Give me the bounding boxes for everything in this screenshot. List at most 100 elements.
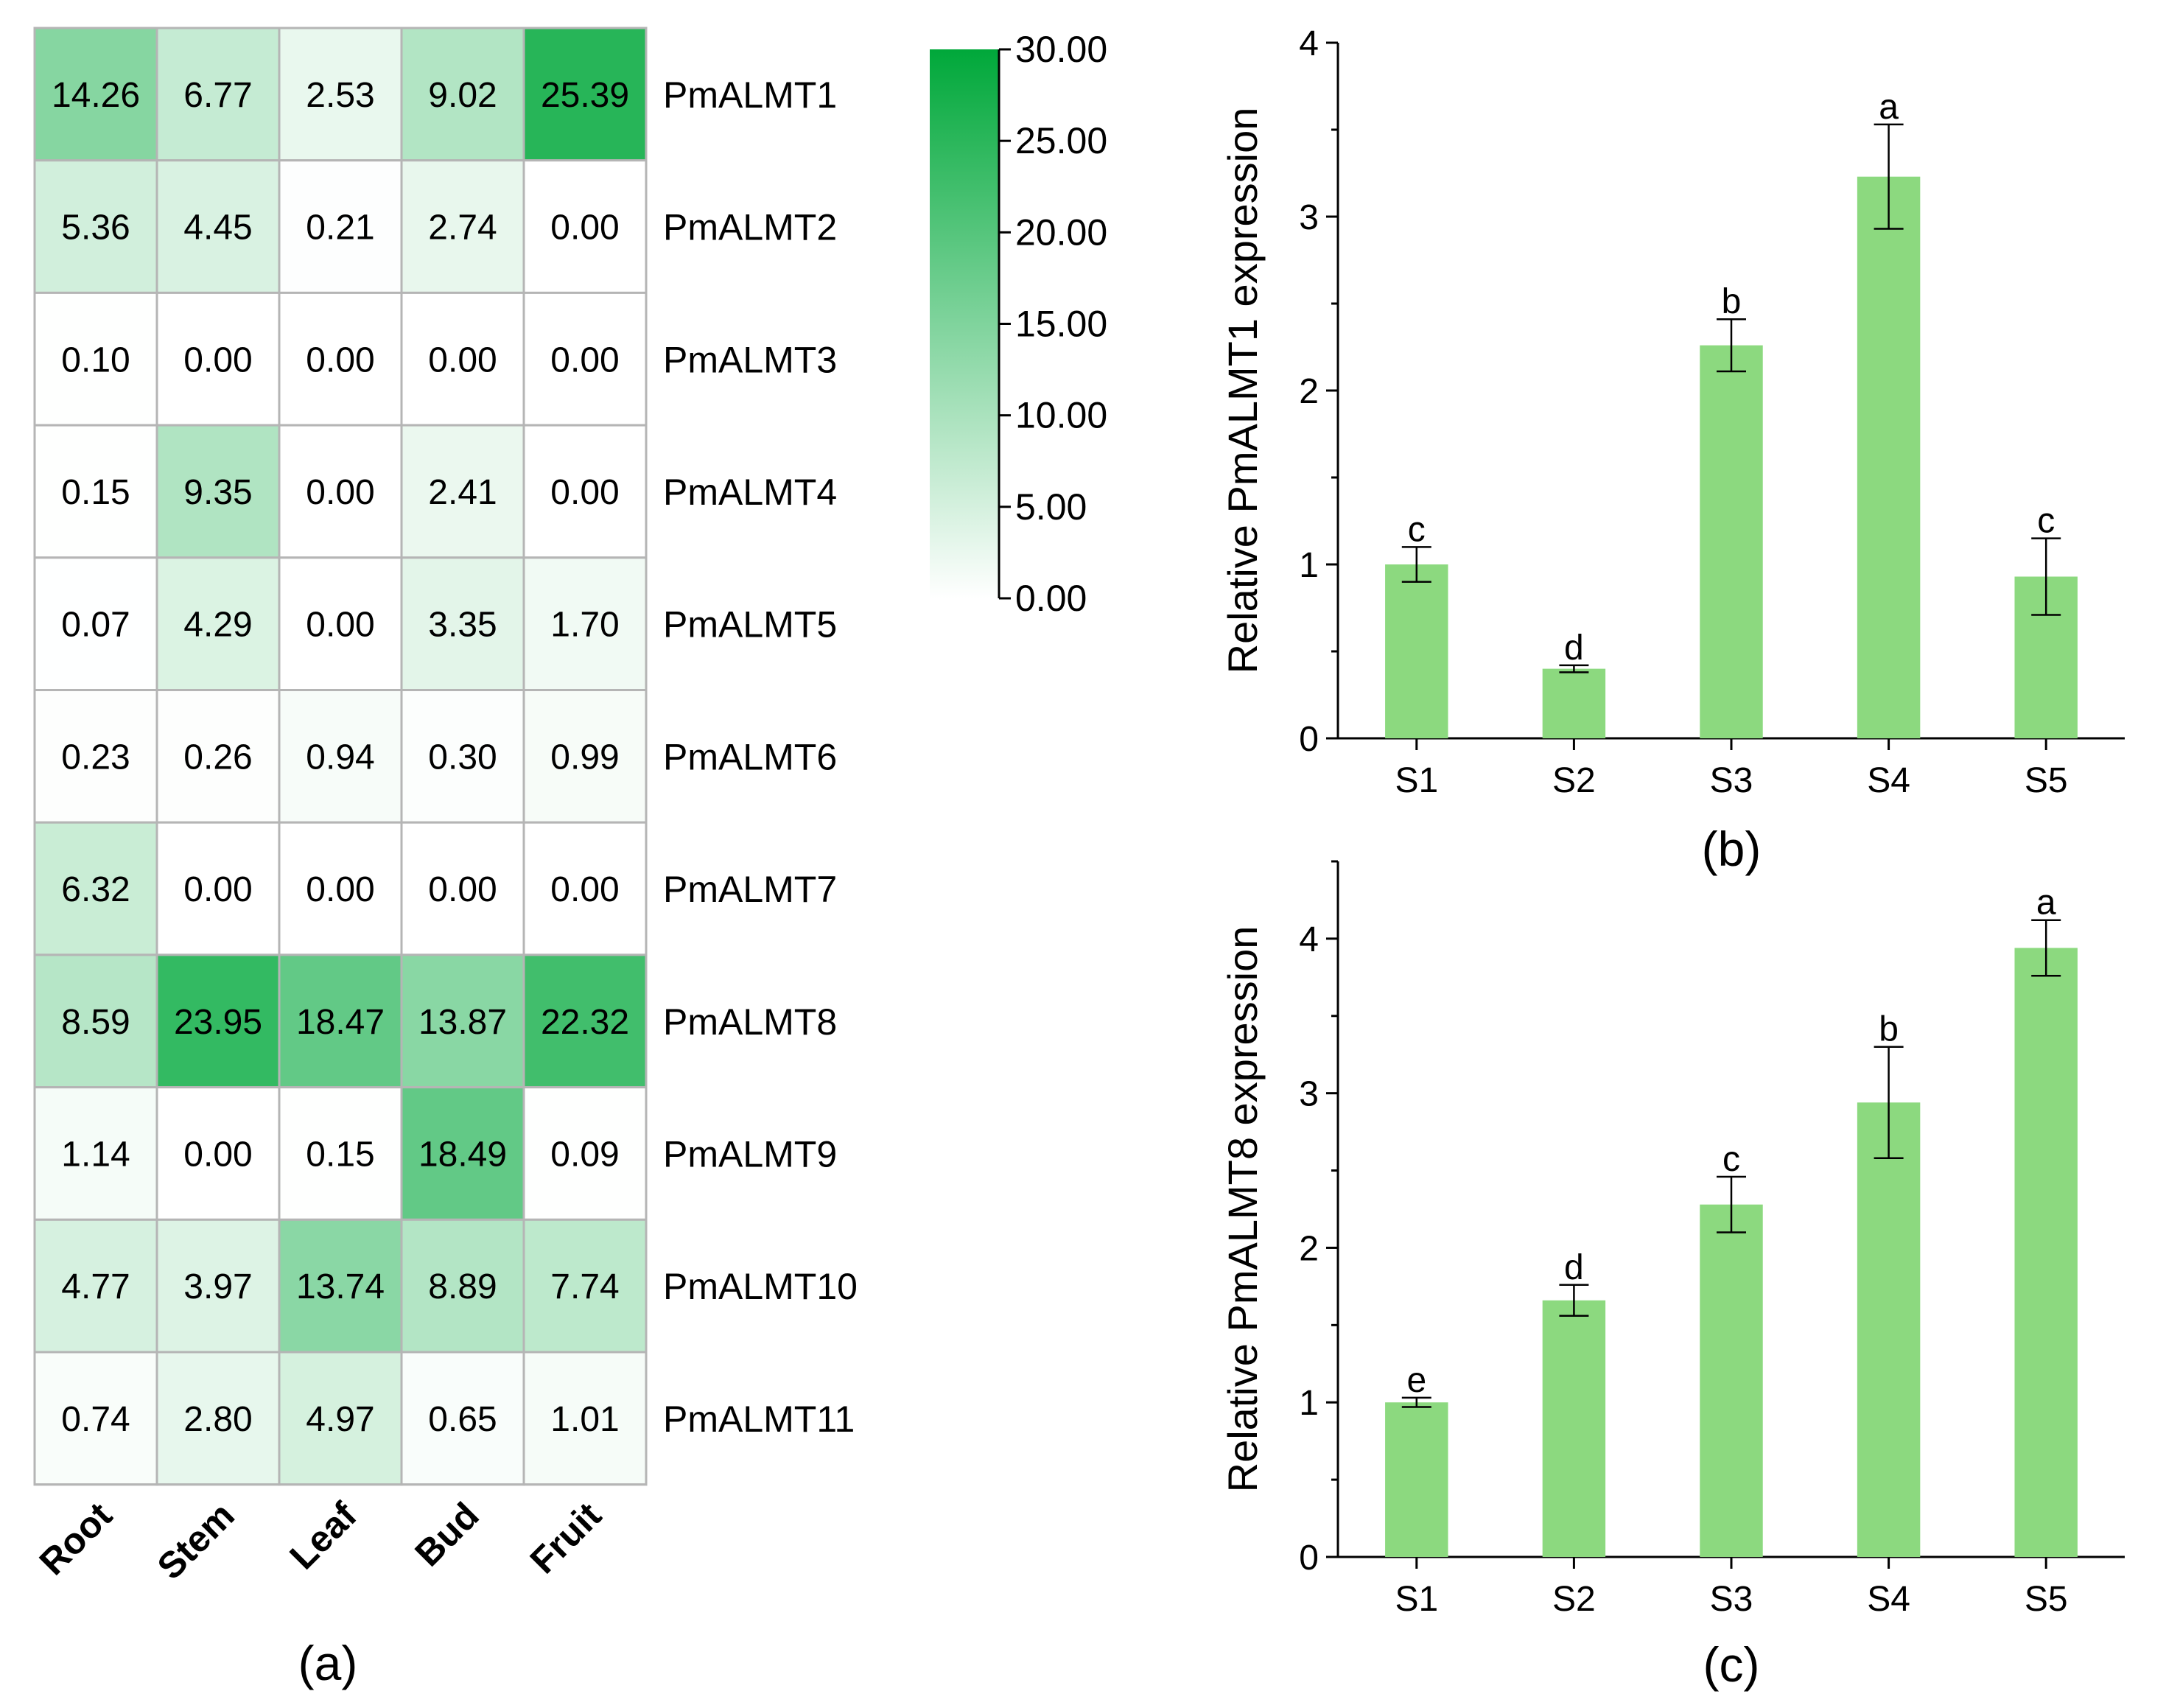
bar	[1385, 564, 1448, 738]
y-tick-label: 3	[1299, 1075, 1319, 1114]
heatmap-cell-value: 0.00	[550, 870, 619, 909]
heatmap-row-label: PmALMT2	[663, 207, 837, 248]
heatmap-cell-value: 0.00	[306, 870, 374, 909]
heatmap-cell-value: 23.95	[174, 1003, 262, 1042]
heatmap-cell-value: 5.36	[61, 209, 130, 248]
heatmap-cell-value: 2.53	[306, 76, 374, 115]
heatmap-cell-value: 0.99	[550, 738, 619, 777]
significance-letter: c	[1722, 1140, 1740, 1179]
heatmap-cell-value: 6.32	[61, 870, 130, 909]
heatmap-cell-value: 0.23	[61, 738, 130, 777]
heatmap-column-label: Leaf	[281, 1494, 365, 1578]
heatmap-cell	[400, 424, 525, 559]
heatmap-cell-value: 0.15	[306, 1135, 374, 1174]
x-tick-label: S4	[1867, 761, 1910, 800]
heatmap-cell	[33, 821, 158, 956]
heatmap-row-label: PmALMT1	[663, 74, 837, 116]
panel-label-a: (a)	[298, 1636, 358, 1690]
bar	[1385, 1402, 1448, 1557]
heatmap-cell-value: 1.14	[61, 1135, 130, 1174]
heatmap-cell-value: 7.74	[550, 1267, 619, 1306]
colorbar-tick-label: 10.00	[1015, 395, 1107, 436]
x-tick-label: S5	[2025, 1580, 2068, 1619]
heatmap-cell-value: 2.80	[183, 1400, 252, 1439]
heatmap-cell-value: 0.00	[550, 209, 619, 248]
heatmap-border	[33, 27, 648, 1486]
heatmap-cell-value: 0.00	[428, 870, 497, 909]
heatmap-cell	[522, 424, 648, 559]
heatmap-cell-value: 0.94	[306, 738, 374, 777]
heatmap-colorbar: 0.00 5.00 10.00 15.00 20.00 25.00 30.00	[930, 29, 1107, 619]
heatmap-cell	[33, 556, 158, 691]
y-axis-label: Relative PmALMT8 expression	[1219, 926, 1266, 1493]
heatmap-cell	[400, 689, 525, 824]
heatmap-cell-value: 0.21	[306, 209, 374, 248]
heatmap-cell-value: 0.10	[61, 340, 130, 379]
colorbar-tick-label: 5.00	[1015, 486, 1087, 528]
heatmap-cell	[400, 953, 525, 1089]
heatmap-cell-value: 1.70	[550, 606, 619, 645]
heatmap-cell	[278, 556, 403, 691]
heatmap-cell-value: 3.35	[428, 606, 497, 645]
heatmap-cell-value: 0.00	[306, 473, 374, 512]
heatmap-row-label: PmALMT11	[663, 1399, 855, 1440]
heatmap-cell	[522, 1351, 648, 1486]
heatmap-cell	[522, 556, 648, 691]
heatmap-cell-value: 0.26	[183, 738, 252, 777]
heatmap-cell-value: 2.41	[428, 473, 497, 512]
heatmap-cell-value: 22.32	[541, 1003, 629, 1042]
heatmap-cell	[400, 291, 525, 427]
heatmap-cell-value: 0.00	[183, 1135, 252, 1174]
heatmap-cell	[33, 1218, 158, 1354]
heatmap-cell-value: 9.35	[183, 473, 252, 512]
heatmap-cell-value: 3.97	[183, 1267, 252, 1306]
heatmap-cell-value: 18.49	[418, 1135, 507, 1174]
heatmap-column-label: Stem	[150, 1494, 242, 1587]
heatmap-cell-value: 0.00	[550, 473, 619, 512]
colorbar-tick-label: 20.00	[1015, 211, 1107, 253]
bar	[1857, 1102, 1921, 1557]
heatmap-cell	[155, 291, 281, 427]
heatmap-cell	[155, 689, 281, 824]
y-tick-label: 0	[1299, 720, 1319, 759]
significance-letter: e	[1406, 1361, 1426, 1400]
heatmap-cell-value: 13.87	[418, 1003, 507, 1042]
heatmap-cell-value: 2.74	[428, 209, 497, 248]
heatmap-cell	[33, 27, 158, 162]
heatmap-cell	[278, 424, 403, 559]
bar	[1700, 345, 1763, 738]
significance-letter: d	[1564, 1248, 1584, 1287]
heatmap-cell-value: 0.00	[306, 340, 374, 379]
heatmap-cell	[155, 1086, 281, 1221]
significance-letter: a	[2036, 883, 2056, 923]
heatmap-cell-value: 0.15	[61, 473, 130, 512]
heatmap-panel-a: 14.26 6.77 2.53 9.02 25.39 5.36 4.45 0.21 2.74 0.…	[32, 27, 858, 1690]
heatmap-column-label: Bud	[407, 1494, 486, 1574]
significance-letter: d	[1564, 629, 1584, 668]
heatmap-cell	[278, 159, 403, 294]
heatmap-cell-value: 14.26	[52, 76, 140, 115]
x-tick-label: S1	[1395, 1580, 1438, 1619]
heatmap-cell-value: 4.77	[61, 1267, 130, 1306]
heatmap-cell	[155, 556, 281, 691]
heatmap-cell-value: 0.00	[550, 340, 619, 379]
heatmap-row-label: PmALMT7	[663, 869, 837, 910]
heatmap-row-label: PmALMT3	[663, 339, 837, 380]
heatmap-cell	[400, 1351, 525, 1486]
heatmap-cell	[33, 953, 158, 1089]
heatmap-cell	[155, 953, 281, 1089]
panel-label: (c)	[1703, 1637, 1760, 1692]
y-tick-label: 4	[1299, 24, 1319, 63]
bar	[1542, 668, 1606, 738]
bar	[1857, 176, 1921, 739]
heatmap-cell-value: 0.30	[428, 738, 497, 777]
colorbar-tick-label: 0.00	[1015, 578, 1087, 619]
heatmap-cell-value: 0.00	[183, 870, 252, 909]
heatmap-row-label: PmALMT5	[663, 604, 837, 645]
heatmap-cell-value: 0.00	[183, 340, 252, 379]
heatmap-cell	[278, 1086, 403, 1221]
heatmap-column-label: Fruit	[522, 1494, 609, 1581]
heatmap-cell-value: 25.39	[541, 76, 629, 115]
heatmap-cell-value: 0.00	[306, 606, 374, 645]
